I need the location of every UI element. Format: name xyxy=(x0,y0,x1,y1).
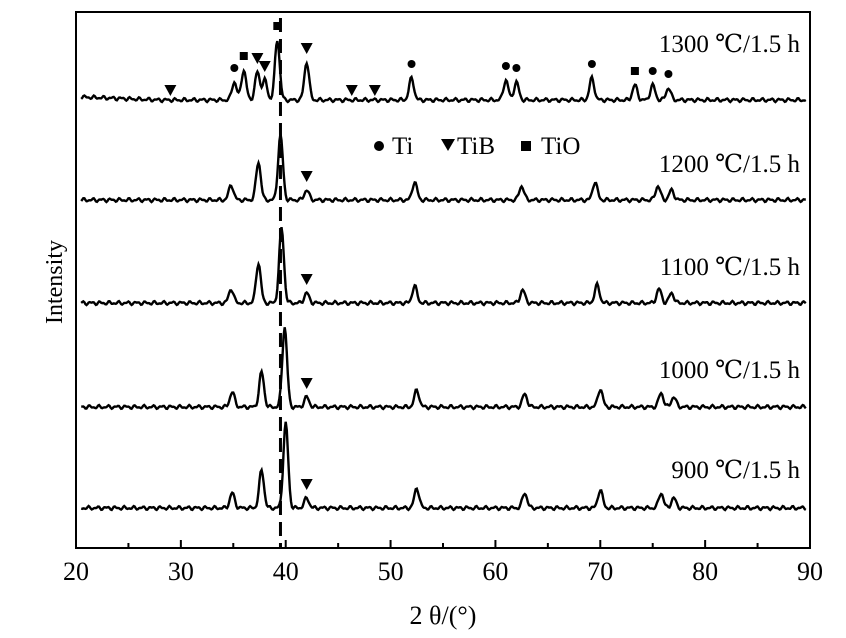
series-label: 1100 ℃/1.5 h xyxy=(660,254,801,281)
xrd-trace xyxy=(80,421,807,512)
phase-markers xyxy=(164,22,673,490)
x-tick-label: 20 xyxy=(63,557,89,586)
series-label: 1200 ℃/1.5 h xyxy=(659,151,801,178)
xrd-trace xyxy=(81,327,807,411)
legend-ti-symbol xyxy=(374,141,384,151)
phase-marker-tib xyxy=(251,53,264,64)
x-tick-label: 40 xyxy=(273,557,299,586)
series-labels: 1300 ℃/1.5 h 1200 ℃/1.5 h 1100 ℃/1.5 h 1000… xyxy=(659,31,801,484)
xrd-trace xyxy=(80,133,806,204)
phase-marker-tio xyxy=(273,22,282,30)
phase-marker-tib xyxy=(300,274,313,285)
phase-marker-tib xyxy=(345,85,358,96)
series-label: 1000 ℃/1.5 h xyxy=(659,357,801,384)
phase-marker-ti xyxy=(407,60,416,68)
phase-marker-ti xyxy=(587,60,596,68)
x-tick-label: 30 xyxy=(168,557,194,586)
xrd-traces xyxy=(80,40,807,512)
phase-marker-tib xyxy=(300,378,313,389)
legend: Ti TiB TiO xyxy=(374,133,580,160)
series-label: 1300 ℃/1.5 h xyxy=(659,31,801,58)
phase-marker-ti xyxy=(664,70,673,78)
legend-tio-label: TiO xyxy=(541,133,580,160)
x-axis-ticks: 20 30 40 50 60 70 80 90 xyxy=(63,540,823,586)
phase-marker-tib xyxy=(300,171,313,182)
phase-marker-tio xyxy=(630,67,639,75)
phase-marker-ti xyxy=(501,62,510,70)
phase-marker-ti xyxy=(230,64,239,72)
legend-ti-label: Ti xyxy=(392,133,413,160)
x-tick-label: 50 xyxy=(378,557,404,586)
x-tick-label: 80 xyxy=(692,557,718,586)
y-axis-label: Intensity xyxy=(42,240,68,324)
legend-tib-label: TiB xyxy=(457,133,495,160)
x-tick-label: 70 xyxy=(587,557,613,586)
phase-marker-tib xyxy=(164,85,177,96)
phase-marker-tib xyxy=(300,43,313,54)
series-label: 900 ℃/1.5 h xyxy=(671,457,800,484)
phase-marker-tib xyxy=(368,85,381,96)
x-axis-label: 2 θ/(°) xyxy=(410,601,477,630)
x-tick-label: 60 xyxy=(482,557,508,586)
phase-marker-tio xyxy=(239,52,248,60)
xrd-trace xyxy=(80,40,807,104)
phase-marker-tib xyxy=(300,479,313,490)
legend-tib-symbol xyxy=(441,139,455,151)
phase-marker-tib xyxy=(258,61,271,72)
xrd-trace xyxy=(80,227,807,307)
legend-tio-symbol xyxy=(521,141,531,151)
x-tick-label: 90 xyxy=(797,557,823,586)
phase-marker-ti xyxy=(648,67,657,75)
phase-marker-ti xyxy=(512,64,521,72)
